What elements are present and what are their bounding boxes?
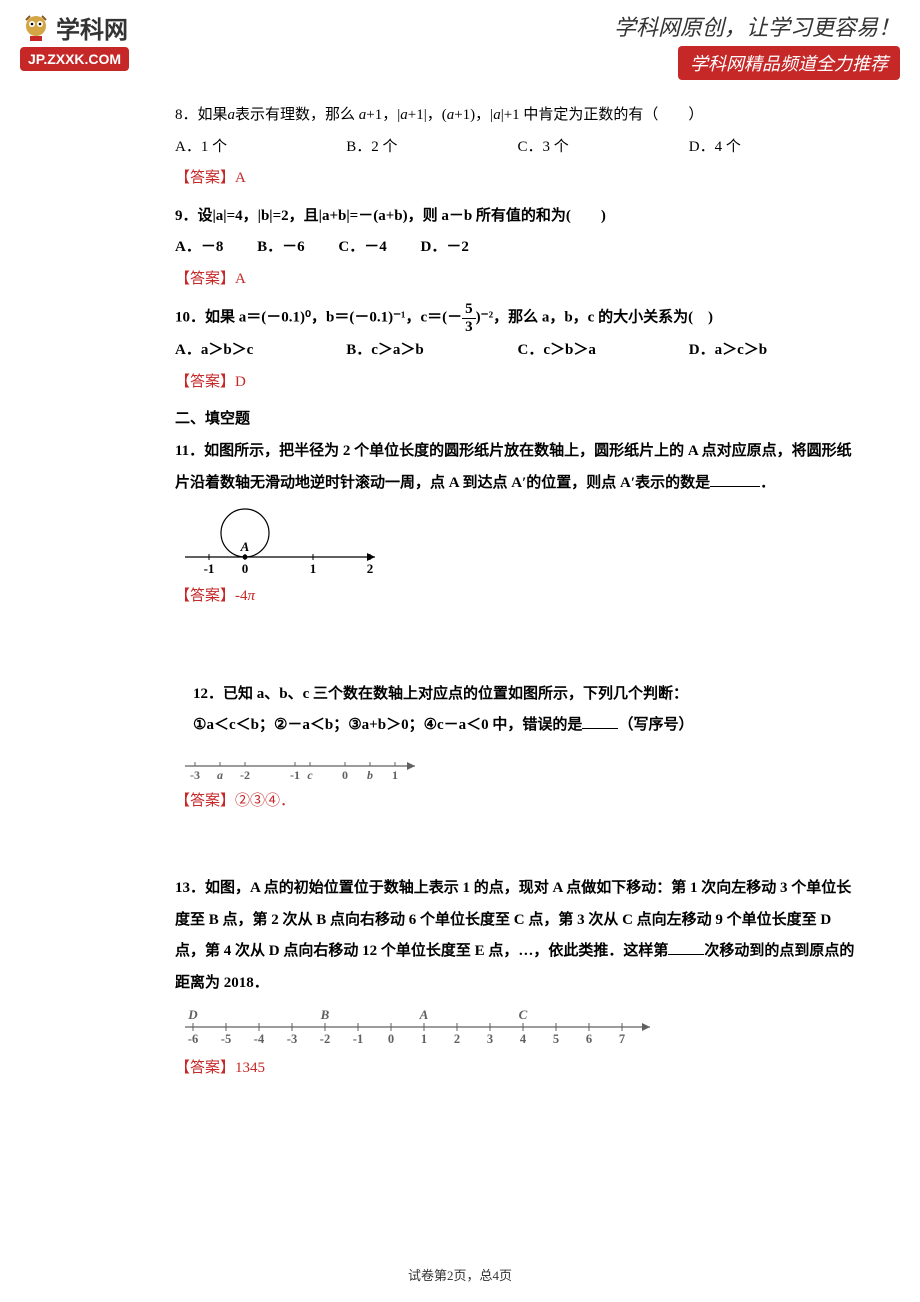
svg-text:-3: -3 <box>190 768 200 780</box>
svg-text:-2: -2 <box>240 768 250 780</box>
svg-text:0: 0 <box>342 768 348 780</box>
question-8: 8．如果a表示有理数，那么 a+1，|a+1|，(a+1)，|a|+1 中肯定为… <box>175 100 860 195</box>
svg-text:-1: -1 <box>290 768 300 780</box>
q8-opt-d: D．4 个 <box>689 132 860 164</box>
q13-diagram: -6 -5 -4 -3 -2 -1 0 1 2 3 4 5 6 7 D B A C <box>175 1005 860 1047</box>
svg-text:-3: -3 <box>287 1032 297 1046</box>
svg-text:0: 0 <box>388 1032 394 1046</box>
svg-text:-5: -5 <box>221 1032 231 1046</box>
q8-options: A．1 个 B．2 个 C．3 个 D．4 个 <box>175 132 860 164</box>
section-2-title: 二、填空题 <box>175 404 860 434</box>
svg-text:c: c <box>307 768 313 780</box>
svg-text:3: 3 <box>487 1032 493 1046</box>
question-13: 13．如图，A 点的初始位置位于数轴上表示 1 的点，现对 A 点做如下移动：第… <box>175 873 860 1085</box>
svg-text:-6: -6 <box>188 1032 198 1046</box>
page-header: 学科网 JP.ZXXK.COM 学科网原创，让学习更容易！ 学科网精品频道全力推… <box>0 0 920 80</box>
svg-text:5: 5 <box>553 1032 559 1046</box>
content-area: 8．如果a表示有理数，那么 a+1，|a+1|，(a+1)，|a|+1 中肯定为… <box>0 80 920 1085</box>
owl-logo-icon <box>20 12 52 44</box>
logo-block: 学科网 JP.ZXXK.COM <box>20 10 129 71</box>
q8-opt-a: A．1 个 <box>175 132 346 164</box>
q12-stem: 12．已知 a、b、c 三个数在数轴上对应点的位置如图所示，下列几个判断： ①a… <box>175 679 860 742</box>
q10-stem: 10．如果 a＝(－0.1)⁰，b＝(－0.1)⁻¹，c＝(－53)⁻²，那么 … <box>175 301 860 335</box>
svg-text:A: A <box>240 539 250 554</box>
q10-answer: 【答案】D <box>175 367 860 399</box>
svg-text:1: 1 <box>421 1032 427 1046</box>
q12-answer: 【答案】②③④． <box>175 786 860 818</box>
svg-text:-1: -1 <box>204 561 215 575</box>
svg-text:6: 6 <box>586 1032 592 1046</box>
q10-opt-a: A．a＞b＞c <box>175 335 346 367</box>
q13-stem: 13．如图，A 点的初始位置位于数轴上表示 1 的点，现对 A 点做如下移动：第… <box>175 873 860 999</box>
logo-top: 学科网 <box>20 10 128 45</box>
q9-opt-b: B．－6 <box>257 239 305 255</box>
q11-answer: 【答案】-4π <box>175 581 860 613</box>
svg-text:C: C <box>519 1007 528 1022</box>
svg-text:-1: -1 <box>353 1032 363 1046</box>
q9-options: A．－8 B．－6 C．－4 D．－2 <box>175 232 860 264</box>
logo-text: 学科网 <box>56 10 128 45</box>
q8-stem: 8．如果a表示有理数，那么 a+1，|a+1|，(a+1)，|a|+1 中肯定为… <box>175 100 860 132</box>
q12-diagram: -3 -2 -1 0 1 a c b <box>175 748 860 780</box>
slogan-text: 学科网原创，让学习更容易！ <box>614 10 900 42</box>
svg-text:7: 7 <box>619 1032 625 1046</box>
svg-text:D: D <box>187 1007 198 1022</box>
q9-stem: 9．设|a|=4，|b|=2，且|a+b|=－(a+b)，则 a－b 所有值的和… <box>175 201 860 233</box>
q9-answer: 【答案】A <box>175 264 860 296</box>
q10-options: A．a＞b＞c B．c＞a＞b C．c＞b＞a D．a＞c＞b <box>175 335 860 367</box>
svg-text:a: a <box>217 768 223 780</box>
q8-answer: 【答案】A <box>175 163 860 195</box>
svg-text:A: A <box>419 1007 429 1022</box>
question-11: 11．如图所示，把半径为 2 个单位长度的圆形纸片放在数轴上，圆形纸片上的 A … <box>175 436 860 613</box>
svg-text:-4: -4 <box>254 1032 265 1046</box>
q9-opt-d: D．－2 <box>421 239 469 255</box>
page-footer: 试卷第2页，总4页 <box>0 1265 920 1284</box>
question-12: 12．已知 a、b、c 三个数在数轴上对应点的位置如图所示，下列几个判断： ①a… <box>175 679 860 818</box>
channel-banner: 学科网精品频道全力推荐 <box>678 46 900 80</box>
q9-opt-c: C．－4 <box>338 239 386 255</box>
svg-text:4: 4 <box>520 1032 527 1046</box>
q13-answer: 【答案】1345 <box>175 1053 860 1085</box>
q8-opt-b: B．2 个 <box>346 132 517 164</box>
svg-text:B: B <box>320 1007 330 1022</box>
svg-text:b: b <box>367 768 373 780</box>
question-10: 10．如果 a＝(－0.1)⁰，b＝(－0.1)⁻¹，c＝(－53)⁻²，那么 … <box>175 301 860 398</box>
svg-text:1: 1 <box>392 768 398 780</box>
q9-opt-a: A．－8 <box>175 239 223 255</box>
q10-opt-c: C．c＞b＞a <box>518 335 689 367</box>
question-9: 9．设|a|=4，|b|=2，且|a+b|=－(a+b)，则 a－b 所有值的和… <box>175 201 860 296</box>
q10-opt-d: D．a＞c＞b <box>689 335 860 367</box>
header-right: 学科网原创，让学习更容易！ 学科网精品频道全力推荐 <box>614 10 900 80</box>
svg-text:0: 0 <box>242 561 249 575</box>
q11-stem: 11．如图所示，把半径为 2 个单位长度的圆形纸片放在数轴上，圆形纸片上的 A … <box>175 436 860 499</box>
logo-url: JP.ZXXK.COM <box>20 47 129 71</box>
svg-text:-2: -2 <box>320 1032 330 1046</box>
svg-text:2: 2 <box>454 1032 460 1046</box>
svg-text:1: 1 <box>310 561 317 575</box>
q8-opt-c: C．3 个 <box>518 132 689 164</box>
q11-diagram: -1 0 1 2 A <box>175 505 860 575</box>
svg-text:2: 2 <box>367 561 374 575</box>
q10-opt-b: B．c＞a＞b <box>346 335 517 367</box>
